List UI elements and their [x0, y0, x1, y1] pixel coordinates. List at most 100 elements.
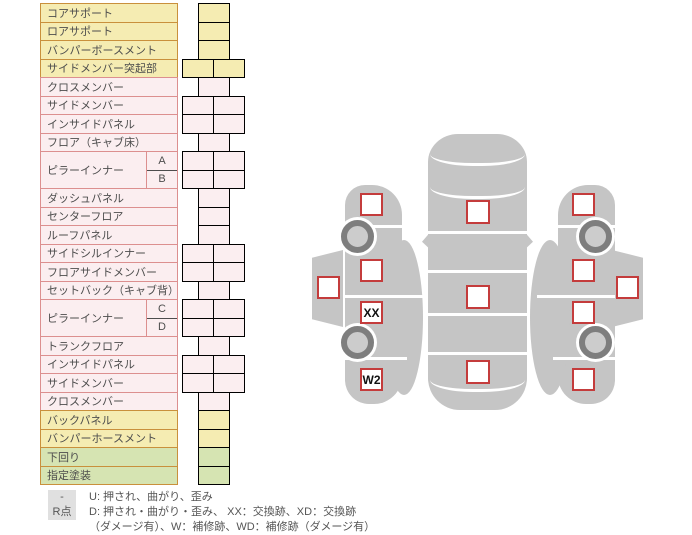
check-row [182, 317, 246, 337]
damage-marker-top-rear[interactable] [466, 360, 490, 384]
check-cell[interactable] [182, 299, 214, 319]
damage-marker-left-front-door[interactable] [360, 259, 383, 282]
part-label: ピラーインナー [47, 313, 124, 325]
check-cell[interactable] [213, 114, 245, 134]
legend-badge-dash: - [48, 490, 76, 505]
table-row: バックパネル [40, 410, 178, 430]
hood-line [430, 181, 525, 199]
roof-line-2 [428, 313, 527, 316]
check-cell[interactable] [182, 151, 214, 171]
rear-window-line [430, 374, 525, 392]
damage-marker-right-roof[interactable] [616, 276, 639, 299]
check-cell[interactable] [197, 3, 230, 23]
check-row [182, 132, 246, 152]
table-row: コアサポート [40, 3, 178, 23]
car-left-side-view: XX W2 [310, 185, 425, 405]
damage-marker-top-front[interactable] [466, 200, 490, 224]
check-cell[interactable] [197, 77, 230, 97]
legend-text-u: U: 押され、曲がり、歪み [89, 491, 213, 503]
check-cell[interactable] [182, 354, 214, 374]
check-cell[interactable] [197, 336, 230, 356]
check-row [182, 151, 246, 171]
check-row [182, 336, 246, 356]
damage-marker-right-front-fender[interactable] [572, 193, 595, 216]
check-cell[interactable] [213, 169, 245, 189]
check-cell[interactable] [197, 428, 230, 448]
check-row [182, 169, 246, 189]
check-cell[interactable] [197, 21, 230, 41]
check-row [182, 280, 246, 300]
parts-table-labels: コアサポート ロアサポート バンパーボースメント サイドメンバー突起部 クロスメンバーサ… [40, 3, 178, 485]
table-row: サイドメンバー [40, 95, 178, 115]
check-cell[interactable] [182, 243, 214, 263]
legend-text-d-cont: （ダメージ有）、W：補修跡、WD：補修跡（ダメージ有） [89, 520, 375, 535]
car-top-view [422, 134, 533, 410]
left-rear-wheel-icon [341, 326, 374, 359]
part-sublabel: D [147, 317, 177, 337]
check-cell[interactable] [213, 262, 245, 282]
car-right-side-view [530, 185, 665, 405]
check-cell[interactable] [213, 354, 245, 374]
check-row [182, 188, 246, 208]
table-row: ロアサポート [40, 21, 178, 41]
damage-marker-top-center[interactable] [466, 285, 490, 309]
check-cell[interactable] [197, 447, 230, 467]
check-row [182, 21, 246, 41]
check-cell[interactable] [182, 95, 214, 115]
table-row: トランクフロア [40, 336, 178, 356]
legend-text-d2: （ダメージ有）、W：補修跡、WD：補修跡（ダメージ有） [89, 521, 376, 533]
check-cell[interactable] [197, 391, 230, 411]
check-cell[interactable] [182, 58, 214, 78]
check-cell[interactable] [197, 225, 230, 245]
check-cell[interactable] [213, 299, 245, 319]
check-row [182, 206, 246, 226]
table-row: ルーフパネル [40, 225, 178, 245]
check-cell[interactable] [213, 317, 245, 337]
check-row [182, 354, 246, 374]
damage-marker-right-front-door[interactable] [572, 259, 595, 282]
check-row [182, 77, 246, 97]
check-cell[interactable] [182, 317, 214, 337]
check-cell[interactable] [182, 373, 214, 393]
legend-row-u: - U: 押され、曲がり、歪み [48, 490, 375, 505]
table-row: ピラーインナー C D [40, 299, 178, 337]
check-cell[interactable] [213, 151, 245, 171]
check-row [182, 58, 246, 78]
damage-marker-left-rear-fender[interactable]: W2 [360, 368, 383, 391]
check-cell[interactable] [197, 206, 230, 226]
check-row [182, 40, 246, 60]
damage-marker-right-rear-fender[interactable] [572, 368, 595, 391]
check-cell[interactable] [197, 280, 230, 300]
check-cell[interactable] [182, 114, 214, 134]
damage-marker-right-rear-door[interactable] [572, 301, 595, 324]
check-cell[interactable] [182, 262, 214, 282]
windshield-line [428, 231, 527, 234]
check-cell[interactable] [197, 40, 230, 60]
check-cell[interactable] [182, 169, 214, 189]
table-row: センターフロア [40, 206, 178, 226]
damage-marker-left-rear-door[interactable]: XX [360, 301, 383, 324]
table-row: サイドメンバー [40, 373, 178, 393]
check-row [182, 428, 246, 448]
damage-marker-left-roof[interactable] [317, 276, 340, 299]
damage-marker-left-front-fender[interactable] [360, 193, 383, 216]
check-cell[interactable] [197, 188, 230, 208]
table-row: サイドメンバー突起部 [40, 58, 178, 78]
check-cell[interactable] [213, 58, 245, 78]
table-row: クロスメンバー [40, 391, 178, 411]
table-row: インサイドパネル [40, 114, 178, 134]
legend: - U: 押され、曲がり、歪み R点 D: 押され・曲がり・歪み、 XX：交換跡、X… [48, 490, 375, 535]
check-cell[interactable] [213, 373, 245, 393]
check-cell[interactable] [213, 243, 245, 263]
check-cell[interactable] [197, 465, 230, 485]
right-side-door-bulge [530, 240, 570, 395]
check-cell[interactable] [197, 410, 230, 430]
table-row: フロアサイドメンバー [40, 262, 178, 282]
check-row [182, 3, 246, 23]
check-cell[interactable] [213, 95, 245, 115]
check-row [182, 243, 246, 263]
check-cell[interactable] [197, 132, 230, 152]
